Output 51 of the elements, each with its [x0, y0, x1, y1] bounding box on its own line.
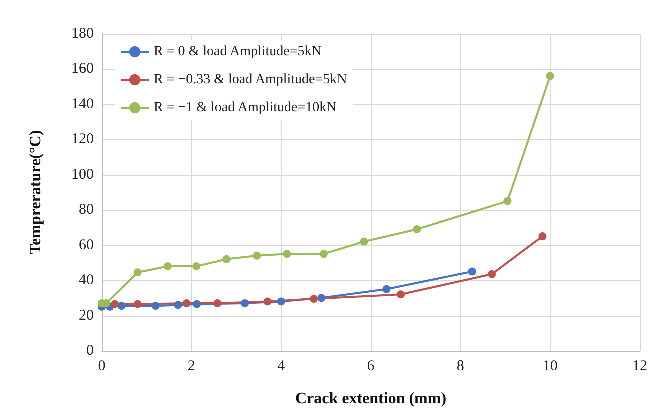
point	[164, 262, 172, 270]
x-tick-label: 2	[188, 358, 196, 374]
x-tick-label: 6	[367, 358, 376, 374]
y-tick-label: 80	[79, 202, 94, 218]
point	[193, 300, 202, 308]
x-tick-label: 0	[98, 358, 106, 374]
point	[283, 250, 292, 258]
point	[134, 300, 142, 308]
point	[264, 298, 272, 306]
point	[214, 299, 222, 308]
x-tick-label: 10	[542, 358, 558, 374]
point	[382, 285, 391, 294]
point	[111, 300, 119, 308]
point	[277, 298, 286, 306]
y-tick-label: 180	[72, 26, 94, 42]
x-tick-label: 4	[278, 358, 286, 374]
point	[397, 290, 406, 299]
x-tick-label: 8	[456, 358, 464, 374]
point	[118, 302, 126, 310]
legend-label: R = 0 & load Amplitude=5kN	[154, 44, 322, 60]
legend-label: R = −0.33 & load Amplitude=5kN	[154, 72, 348, 88]
point	[253, 252, 262, 260]
point	[546, 72, 554, 80]
point	[488, 270, 496, 278]
y-tick-label: 60	[79, 237, 94, 254]
point	[182, 299, 191, 308]
y-tick-label: 40	[79, 272, 94, 289]
point	[174, 301, 182, 310]
point	[241, 299, 250, 308]
y-axis-title: Temprerature(°C)	[28, 130, 44, 255]
point	[360, 238, 368, 246]
point	[413, 225, 422, 234]
point	[538, 232, 547, 241]
point	[468, 268, 476, 276]
point	[310, 295, 318, 304]
point	[504, 197, 512, 206]
point	[152, 302, 160, 310]
point	[192, 262, 201, 270]
y-tick-label: 100	[72, 166, 94, 183]
y-tick-label: 160	[72, 61, 94, 78]
y-tick-label: 20	[79, 308, 94, 324]
point	[134, 268, 142, 277]
point	[320, 250, 328, 258]
y-tick-label: 140	[72, 96, 94, 112]
point	[222, 255, 231, 264]
y-tick-label: 0	[86, 343, 94, 359]
point	[318, 294, 326, 302]
legend-label: R = −1 & load Amplitude=10kN	[154, 100, 337, 116]
x-axis-title: Crack extention (mm)	[295, 390, 447, 408]
y-tick-label: 120	[72, 132, 94, 148]
x-tick-label: 12	[632, 358, 648, 374]
